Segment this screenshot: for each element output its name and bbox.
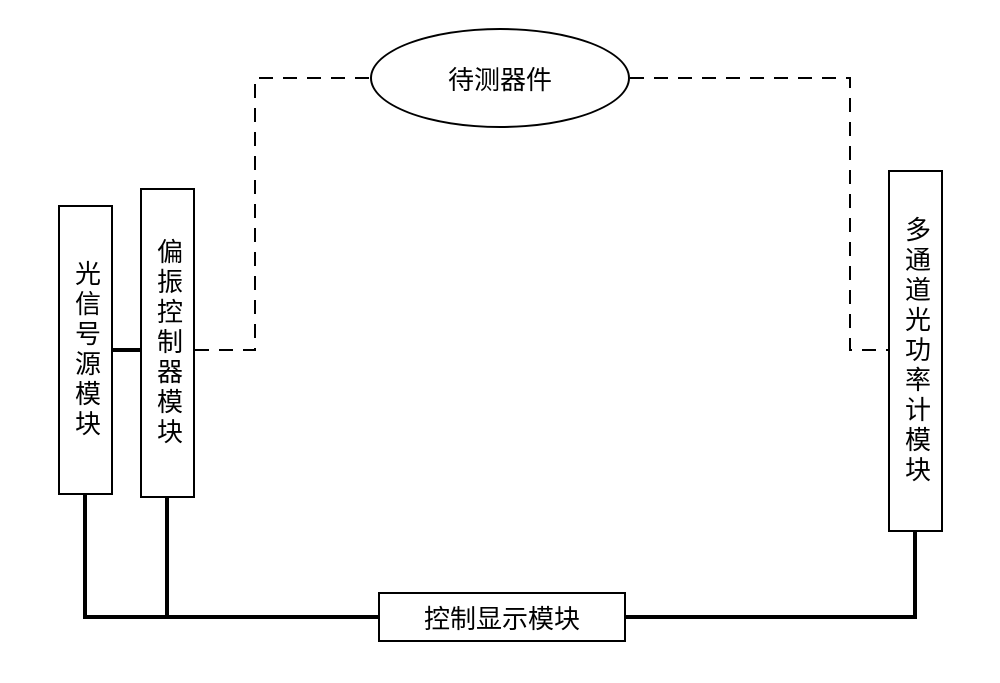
node-dut-label: 待测器件 xyxy=(448,60,552,97)
node-src-label: 光信号源模块 xyxy=(73,260,99,440)
node-power-label: 多通道光功率计模块 xyxy=(903,216,929,486)
node-power: 多通道光功率计模块 xyxy=(888,170,943,532)
node-ctrl-label: 控制显示模块 xyxy=(424,599,580,636)
node-pol: 偏振控制器模块 xyxy=(140,188,195,498)
node-dut: 待测器件 xyxy=(370,28,630,128)
node-src: 光信号源模块 xyxy=(58,205,113,495)
node-ctrl: 控制显示模块 xyxy=(378,592,626,642)
node-pol-label: 偏振控制器模块 xyxy=(155,238,181,448)
diagram-canvas: 待测器件 光信号源模块 偏振控制器模块 多通道光功率计模块 控制显示模块 xyxy=(0,0,1000,683)
